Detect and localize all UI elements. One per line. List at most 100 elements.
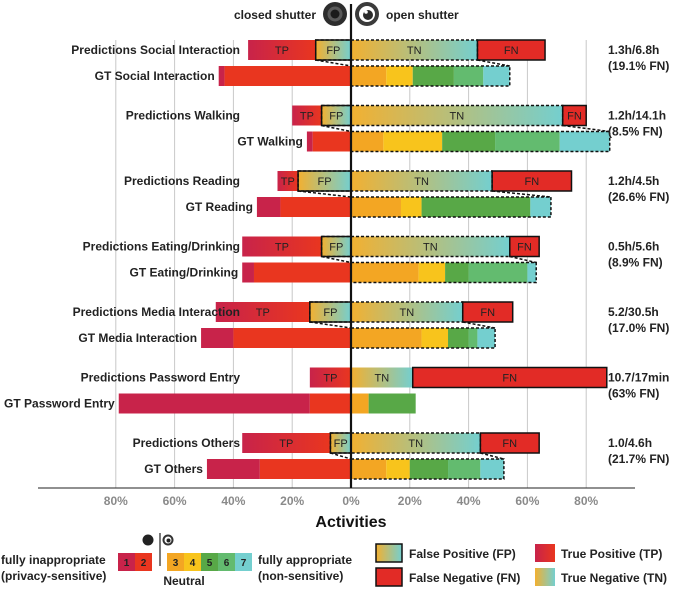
gt-bar-2 xyxy=(224,66,351,86)
connector xyxy=(509,255,537,264)
gt-bar-5 xyxy=(412,66,454,86)
legend-neutral: Neutral xyxy=(163,574,204,588)
tn-label: TN xyxy=(408,438,423,450)
x-tick-label: 80% xyxy=(104,494,128,508)
prediction-row-label: Predictions Social Interaction xyxy=(71,43,240,57)
tp-bar xyxy=(277,171,299,191)
error-label: 1.3h/6.8h xyxy=(608,43,659,57)
scale-swatch xyxy=(235,553,252,571)
gt-bar-7 xyxy=(530,197,551,217)
gt-bar-2 xyxy=(309,393,351,414)
legend-tp-label: True Positive (TP) xyxy=(561,547,662,561)
fp-bar xyxy=(315,40,351,60)
gt-bar-3 xyxy=(351,328,422,348)
tn-label: TN xyxy=(375,373,390,385)
legend-left-text-1: fully inappropriate xyxy=(1,553,106,567)
fp-connector xyxy=(321,124,352,133)
tn-bar xyxy=(351,302,463,322)
scale-swatch xyxy=(135,553,152,571)
gt-bar-4 xyxy=(400,197,422,217)
gt-row-label: GT Walking xyxy=(237,135,303,149)
tn-label: TN xyxy=(407,45,422,57)
x-axis: 80% 60% 40% 20% 0% 20% 40% 60% 80% xyxy=(38,4,635,508)
legend-fp-swatch xyxy=(375,543,403,563)
gt-bar-1 xyxy=(306,131,313,152)
gt-bar-6 xyxy=(468,262,528,283)
fp-label: FP xyxy=(329,242,343,254)
fp-label: FP xyxy=(329,111,343,123)
tn-label: TN xyxy=(450,111,465,123)
error-pct-label: (19.1% FN) xyxy=(608,59,669,73)
gt-bar-7 xyxy=(527,262,537,283)
gt-bar-3 xyxy=(351,197,401,217)
gt-bar-6 xyxy=(448,459,481,479)
gt-row-label: GT Eating/Drinking xyxy=(130,266,239,280)
legend-right-text-1: fully appropriate xyxy=(258,553,352,567)
fn-bar-outline xyxy=(479,432,540,454)
fn-bar xyxy=(492,171,572,191)
scale-number: 1 xyxy=(124,558,130,569)
x-tick-label: 60% xyxy=(163,494,187,508)
gt-row-label: GT Others xyxy=(144,462,203,476)
error-label: 5.2/30.5h xyxy=(608,305,659,319)
gt-bar-6 xyxy=(495,131,560,152)
gt-bar-1 xyxy=(242,262,254,283)
tp-bar xyxy=(215,302,310,322)
tp-label: TP xyxy=(323,373,337,385)
fn-label: FN xyxy=(517,242,532,254)
error-pct-label: (8.5% FN) xyxy=(608,125,663,139)
tn-label: TN xyxy=(423,242,438,254)
fn-label: FN xyxy=(504,45,519,57)
open-shutter-icon xyxy=(355,2,379,26)
connector xyxy=(492,190,551,198)
tp-bar xyxy=(242,236,322,257)
gt-bar-5 xyxy=(368,393,416,414)
error-label: 1.2h/14.1h xyxy=(608,109,666,123)
tp-label: TP xyxy=(256,307,270,319)
gt-row-label: GT Social Interaction xyxy=(95,69,215,83)
fn-bar xyxy=(412,367,607,388)
fn-label: FN xyxy=(567,111,582,123)
legend-closed-shutter-icon xyxy=(142,534,154,546)
fn-label: FN xyxy=(502,438,517,450)
error-pct-label: (17.0% FN) xyxy=(608,321,669,335)
prediction-row-label: Predictions Eating/Drinking xyxy=(83,240,240,254)
gt-bar-3 xyxy=(351,262,419,283)
fn-bar xyxy=(480,433,540,453)
gt-bar-5 xyxy=(421,197,531,217)
gt-bar-7 xyxy=(480,459,504,479)
gt-bar-4 xyxy=(386,66,413,86)
fp-bar xyxy=(330,433,351,453)
gt-row-label: GT Password Entry xyxy=(4,397,115,411)
x-tick-label: 60% xyxy=(515,494,539,508)
x-axis-title: Activities xyxy=(315,514,386,531)
legend-left-text-2: (privacy-sensitive) xyxy=(1,569,106,583)
fn-label: FN xyxy=(502,373,517,385)
fp-connector xyxy=(309,321,352,329)
fn-bar-outline xyxy=(411,366,608,389)
gt-bar-2 xyxy=(259,459,351,479)
legend-fn-swatch xyxy=(375,567,403,587)
gt-bar-6 xyxy=(453,66,484,86)
prediction-row-label: Predictions Reading xyxy=(124,174,240,188)
x-tick-label: 40% xyxy=(457,494,481,508)
fp-label: FP xyxy=(334,438,348,450)
gt-bar-1 xyxy=(206,459,260,479)
x-tick-label: 80% xyxy=(574,494,598,508)
legend-tn-label: True Negative (TN) xyxy=(561,571,667,585)
gt-bar-3 xyxy=(351,131,384,152)
tn-dashed-outline xyxy=(350,104,564,127)
fn-label: FN xyxy=(524,176,539,188)
tp-bar xyxy=(242,433,331,453)
gt-bar-4 xyxy=(418,262,446,283)
fp-bar xyxy=(321,105,351,126)
legend-fp-label: False Positive (FP) xyxy=(409,547,516,561)
scale-number: 4 xyxy=(190,558,196,569)
gt-bar-1 xyxy=(201,328,234,348)
legend: fully inappropriate (privacy-sensitive) … xyxy=(1,533,667,588)
gt-bar-1 xyxy=(118,393,310,414)
tp-label: TP xyxy=(281,176,295,188)
gt-row-label: GT Reading xyxy=(186,200,253,214)
legend-tp-swatch xyxy=(535,544,555,562)
